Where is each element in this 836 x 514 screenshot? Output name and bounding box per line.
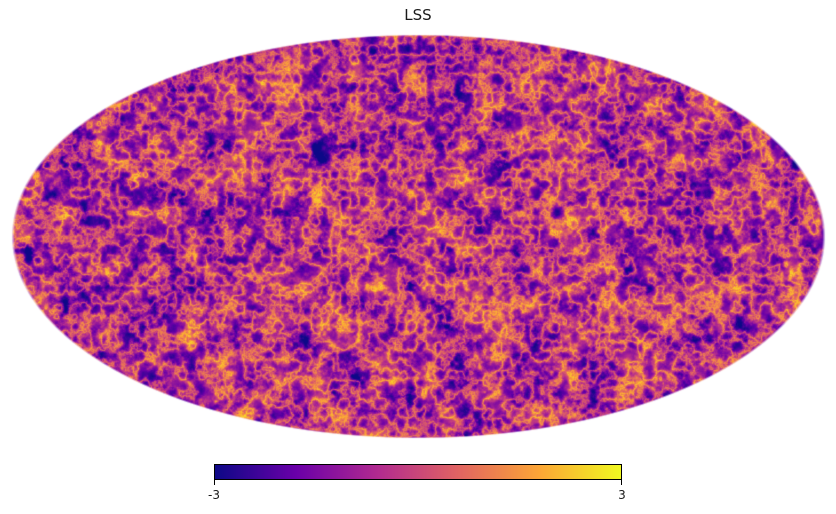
colorbar-max-label: 3 xyxy=(618,488,626,502)
mollweide-sky-map xyxy=(10,33,826,439)
colorbar-max-tick xyxy=(621,480,622,485)
colorbar-min-label: -3 xyxy=(208,488,220,502)
colorbar xyxy=(214,464,622,480)
colorbar-min-tick xyxy=(214,480,215,485)
map-title: LSS xyxy=(404,6,432,24)
